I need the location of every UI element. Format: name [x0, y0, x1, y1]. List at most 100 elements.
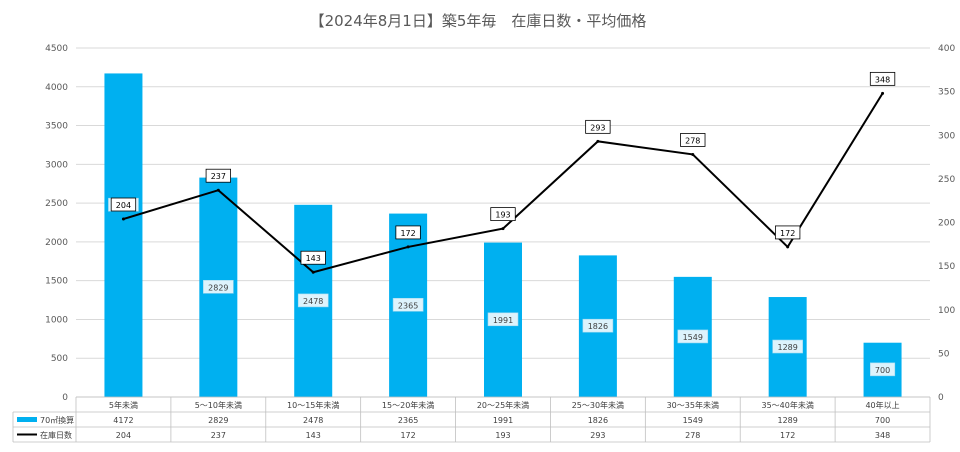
- line-label-box: [490, 207, 516, 222]
- table-cell-line: 204: [116, 431, 131, 440]
- category-label: 30～35年未満: [667, 400, 719, 410]
- legend-label-bar: 70㎡換算: [40, 415, 74, 425]
- right-tick-label: 150: [938, 262, 955, 272]
- bar-data-label: 1289: [777, 343, 797, 352]
- line-point: [691, 152, 695, 156]
- line-point: [786, 245, 790, 249]
- right-tick-label: 250: [938, 175, 955, 185]
- line-point: [121, 217, 125, 221]
- left-axis: 0 500 1000 1500 2000 2500 3000 3500 4000 4500: [45, 44, 68, 403]
- category-label: 15～20年未満: [382, 400, 434, 410]
- line-label-box: [395, 225, 421, 240]
- right-axis: 0 50 100 150 200 250 300 350 400: [938, 44, 955, 403]
- table-cell-bar: 1826: [588, 416, 608, 425]
- line-data-label: 143: [306, 254, 321, 263]
- bar-label-box: [392, 297, 424, 312]
- line-point: [596, 139, 600, 143]
- category-label: 5年未満: [109, 400, 138, 410]
- line-label-box: [775, 225, 801, 240]
- category-label: 20～25年未満: [477, 400, 529, 410]
- table-cell-line: 172: [780, 431, 795, 440]
- line-series: 204 237 143 172 193 293 278 172 348: [110, 71, 896, 274]
- right-tick-label: 50: [938, 349, 950, 359]
- line-data-label: 278: [685, 136, 700, 145]
- table-cell-line: 193: [495, 431, 510, 440]
- bar-label-box: [203, 279, 234, 294]
- chart-title: 【2024年8月1日】築5年毎 在庫日数・平均価格: [310, 12, 647, 30]
- bar-data-label: 1826: [588, 322, 608, 331]
- table-cell-line: 172: [400, 431, 415, 440]
- line-data-label: 204: [116, 201, 131, 210]
- bar-data-label: 2478: [303, 297, 323, 306]
- bar-data-label: 2829: [208, 283, 228, 292]
- bar-data-label: 2365: [398, 301, 418, 310]
- table-cell-bar: 1991: [493, 416, 513, 425]
- line-data-label: 172: [780, 229, 795, 238]
- category-label: 5～10年未満: [195, 400, 242, 410]
- left-tick-label: 1000: [45, 315, 68, 325]
- line-point: [881, 91, 885, 95]
- table-cell-line: 348: [875, 431, 890, 440]
- right-tick-label: 0: [938, 393, 944, 403]
- left-tick-label: 4000: [45, 83, 68, 93]
- table-cell-bar: 1549: [683, 416, 703, 425]
- data-table: 5年未満 5～10年未満 10～15年未満 15～20年未満 20～25年未満 25～30…: [12, 396, 931, 443]
- right-tick-label: 400: [938, 44, 955, 54]
- table-cell-bar: 4172: [113, 416, 133, 425]
- bar-label-box: [677, 329, 709, 344]
- legend-key-bar: [17, 417, 37, 422]
- line-label-box: [300, 250, 326, 265]
- category-label: 10～15年未満: [287, 400, 339, 410]
- bar-data-label: 1991: [493, 316, 513, 325]
- line-point: [406, 245, 410, 249]
- left-tick-label: 4500: [45, 44, 68, 54]
- line-data-label: 237: [211, 172, 226, 181]
- category-label: 25～30年未満: [572, 400, 624, 410]
- line-data-label: 293: [590, 123, 605, 132]
- table-cell-line: 143: [306, 431, 321, 440]
- left-tick-label: 2500: [45, 199, 68, 209]
- table-cell-line: 293: [590, 431, 605, 440]
- line-label-box: [110, 197, 137, 212]
- right-tick-label: 100: [938, 306, 955, 316]
- left-tick-label: 500: [51, 354, 68, 364]
- left-tick-label: 3000: [45, 160, 68, 170]
- category-label: 40年以上: [865, 400, 899, 410]
- table-cell-bar: 2365: [398, 416, 418, 425]
- table-cell-bar: 2829: [208, 416, 228, 425]
- bar-label-box: [297, 293, 329, 308]
- right-tick-label: 300: [938, 131, 955, 141]
- line-data-label: 348: [875, 75, 890, 84]
- table-cell-bar: 700: [875, 416, 890, 425]
- bar-data-label: 700: [875, 366, 890, 375]
- legend-label-line: 在庫日数: [40, 430, 72, 440]
- category-label: 35～40年未満: [761, 400, 813, 410]
- left-tick-label: 1500: [45, 277, 68, 287]
- line-label-box: [205, 168, 231, 183]
- line-data-label: 193: [495, 211, 510, 220]
- bar-data-label: 1549: [683, 333, 703, 342]
- line-point: [311, 270, 315, 274]
- bar-label-box: [772, 339, 803, 354]
- right-tick-label: 200: [938, 219, 955, 229]
- line-label-box: [680, 133, 706, 147]
- bar-label-box: [870, 362, 896, 377]
- table-cell-line: 278: [685, 431, 700, 440]
- table-cell-bar: 2478: [303, 416, 323, 425]
- table-cell-line: 237: [211, 431, 226, 440]
- bar: [104, 73, 143, 397]
- left-tick-label: 0: [62, 393, 68, 403]
- left-tick-label: 2000: [45, 238, 68, 248]
- line-data-label: 172: [400, 229, 415, 238]
- line-label-box: [869, 71, 896, 86]
- bar-label-box: [582, 318, 614, 333]
- left-tick-label: 3500: [45, 122, 68, 132]
- line-label-box: [585, 119, 611, 134]
- bar-label-box: [487, 312, 519, 327]
- table-cell-bar: 1289: [777, 416, 797, 425]
- line-point: [501, 227, 505, 231]
- right-tick-label: 350: [938, 88, 955, 98]
